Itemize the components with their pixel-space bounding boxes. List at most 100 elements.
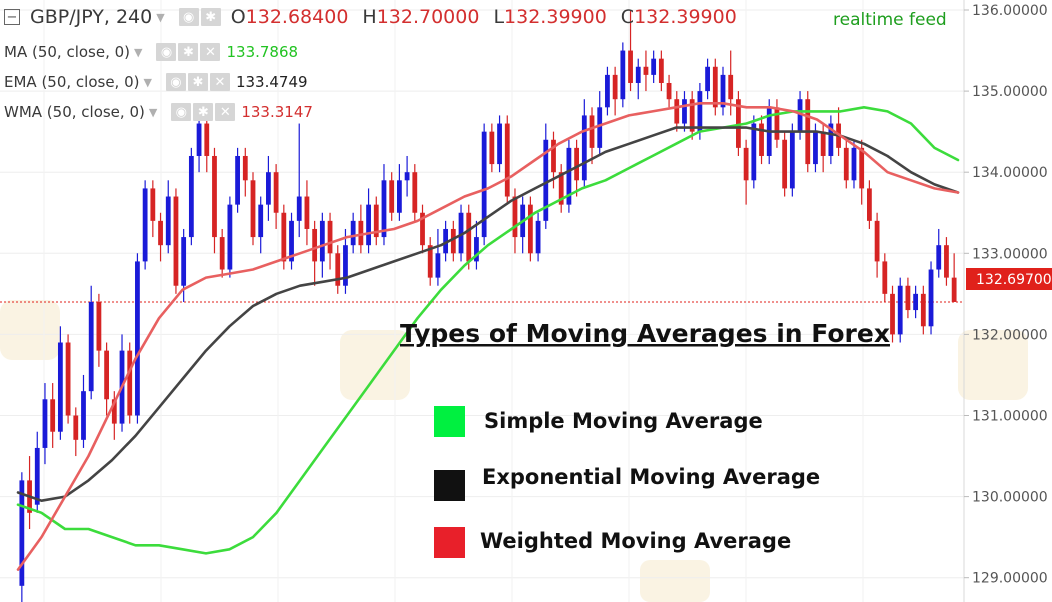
indicator-row-ema[interactable]: EMA (50, close, 0) ▼ ◉ ✱ ✕ 133.4749 — [0, 73, 308, 91]
candle-body — [944, 245, 949, 278]
candle-body — [643, 66, 649, 75]
realtime-feed-label: realtime feed — [833, 10, 947, 30]
candle-body — [936, 245, 942, 270]
collapse-icon[interactable]: − — [4, 9, 20, 25]
chevron-down-icon[interactable]: ▼ — [156, 10, 165, 24]
candle-body — [697, 91, 703, 132]
candle-body — [782, 139, 788, 189]
candle-body — [851, 147, 857, 181]
indicator-value-ema: 133.4749 — [235, 73, 308, 91]
high-key: H — [362, 6, 377, 28]
symbol-label[interactable]: GBP/JPY, 240 — [30, 6, 153, 28]
candle-body — [96, 301, 102, 351]
gear-icon[interactable]: ✱ — [187, 73, 208, 91]
candle-body — [651, 58, 657, 75]
y-tick-label: 133.00000 — [972, 246, 1048, 262]
candle-body — [605, 74, 610, 108]
candle-body — [281, 212, 287, 262]
candle-body — [219, 237, 225, 270]
candle-body — [188, 155, 194, 238]
indicator-row-wma[interactable]: WMA (50, close, 0) ▼ ◉ ✱ ✕ 133.3147 — [0, 103, 313, 121]
candle-body — [150, 188, 156, 221]
candle-body — [389, 180, 395, 213]
candle-body — [797, 99, 803, 132]
candle-body — [312, 228, 318, 262]
legend-label-wma: Weighted Moving Average — [480, 529, 791, 553]
current-price-value: 132.69700 — [976, 272, 1052, 288]
candle-body — [635, 66, 641, 83]
candle-body — [512, 196, 518, 238]
indicator-label-wma[interactable]: WMA (50, close, 0) — [4, 103, 145, 121]
ma-line-wma — [16, 102, 960, 571]
candle-body — [751, 123, 757, 181]
eye-icon[interactable]: ◉ — [165, 73, 186, 91]
chevron-down-icon[interactable]: ▼ — [143, 75, 152, 89]
y-tick-label: 135.00000 — [972, 84, 1048, 100]
watermark-logo — [0, 300, 1028, 602]
eye-icon[interactable]: ◉ — [171, 103, 192, 121]
candle-body — [42, 399, 48, 448]
candle-body — [481, 131, 487, 238]
chevron-down-icon[interactable]: ▼ — [134, 45, 143, 59]
candle-body — [350, 220, 356, 246]
candle-body — [828, 123, 834, 156]
gear-icon[interactable]: ✱ — [193, 103, 214, 121]
candle-body — [420, 212, 425, 246]
candle-body — [373, 204, 379, 238]
candle-body — [335, 253, 341, 286]
candle-body — [173, 196, 179, 286]
candle-body — [212, 155, 217, 238]
candle-body — [142, 188, 148, 262]
candle-body — [450, 228, 456, 254]
current-price-label: 132.69700 — [966, 268, 1052, 290]
candle-body — [728, 74, 734, 100]
candle-body — [327, 220, 333, 254]
candle-body — [111, 399, 117, 424]
candle-body — [196, 123, 202, 156]
candle-body — [343, 245, 348, 286]
indicator-row-ma[interactable]: MA (50, close, 0) ▼ ◉ ✱ ✕ 133.7868 — [0, 43, 298, 61]
gear-icon[interactable]: ✱ — [178, 43, 199, 61]
candle-body — [366, 204, 371, 246]
price-axis[interactable]: 136.00000 135.00000 134.00000 133.00000 132.… — [964, 3, 1048, 587]
candle-body — [497, 123, 502, 165]
chevron-down-icon[interactable]: ▼ — [148, 105, 158, 119]
indicator-controls-ma: ◉ ✱ ✕ — [156, 43, 221, 61]
candle-body — [620, 50, 626, 100]
eye-icon[interactable]: ◉ — [178, 8, 199, 26]
symbol-header: − GBP/JPY, 240 ▼ ◉ ✱ O 132.68400 H 132.700… — [0, 6, 751, 28]
gear-icon[interactable]: ✱ — [200, 8, 221, 26]
candle-body — [158, 220, 163, 246]
ma-line-ema — [16, 126, 960, 503]
open-key: O — [230, 6, 246, 28]
candle-body — [127, 350, 133, 416]
candle-body — [435, 253, 441, 278]
eye-icon[interactable]: ◉ — [156, 43, 177, 61]
candle-body — [81, 391, 86, 440]
indicator-value-wma: 133.3147 — [241, 103, 313, 121]
indicator-label-ma[interactable]: MA (50, close, 0) — [4, 43, 131, 61]
candle-body — [774, 107, 780, 140]
close-icon[interactable]: ✕ — [209, 73, 230, 91]
candle-body — [720, 74, 726, 108]
candle-body — [859, 147, 865, 189]
candle-body — [181, 237, 187, 286]
candle-body — [458, 212, 464, 254]
candle-body — [135, 261, 140, 416]
indicator-controls-ema: ◉ ✱ ✕ — [165, 73, 230, 91]
close-icon[interactable]: ✕ — [200, 43, 221, 61]
indicator-controls-wma: ◉ ✱ ✕ — [171, 103, 236, 121]
candle-body — [489, 131, 495, 165]
indicator-value-ma: 133.7868 — [226, 43, 299, 61]
candle-body — [466, 212, 472, 262]
close-icon[interactable]: ✕ — [215, 103, 236, 121]
indicator-label-ema[interactable]: EMA (50, close, 0) — [4, 73, 140, 91]
candle-body — [913, 293, 919, 311]
price-grid — [0, 0, 964, 602]
candle-body — [319, 220, 325, 262]
candle-body — [759, 123, 764, 156]
candle-body — [666, 82, 672, 100]
legend-label-sma: Simple Moving Average — [484, 409, 763, 433]
